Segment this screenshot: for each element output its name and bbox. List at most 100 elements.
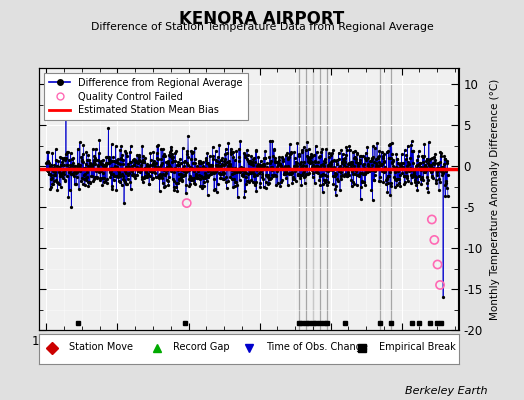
Point bbox=[314, 164, 322, 170]
Point bbox=[296, 160, 304, 167]
Point bbox=[223, 166, 232, 172]
Point bbox=[60, 168, 69, 174]
Point bbox=[415, 166, 423, 172]
Point bbox=[375, 159, 383, 165]
Point bbox=[137, 159, 146, 166]
Point bbox=[353, 151, 362, 157]
Point bbox=[311, 180, 319, 186]
Point bbox=[222, 179, 231, 185]
Point bbox=[247, 169, 255, 176]
Point bbox=[68, 156, 76, 162]
Point bbox=[394, 156, 402, 162]
Point bbox=[281, 152, 290, 158]
Point bbox=[258, 171, 266, 178]
Point bbox=[208, 170, 216, 176]
Point bbox=[192, 172, 200, 179]
Point bbox=[338, 172, 346, 178]
Point bbox=[238, 171, 247, 178]
Point bbox=[199, 159, 208, 165]
Point bbox=[344, 169, 352, 175]
Point bbox=[285, 165, 293, 171]
Point bbox=[279, 171, 288, 177]
Point bbox=[283, 164, 291, 170]
Point bbox=[226, 163, 234, 170]
Point bbox=[111, 172, 119, 179]
Point bbox=[276, 161, 284, 167]
Point bbox=[293, 172, 302, 179]
Point bbox=[387, 155, 396, 161]
Point bbox=[337, 146, 346, 153]
Point bbox=[427, 162, 435, 168]
Point bbox=[254, 154, 263, 160]
Point bbox=[299, 158, 308, 165]
Point bbox=[50, 172, 59, 178]
Point bbox=[301, 180, 309, 186]
Point bbox=[216, 174, 224, 181]
Point bbox=[385, 142, 394, 148]
Point bbox=[42, 160, 51, 167]
Point bbox=[53, 180, 62, 186]
Point bbox=[333, 161, 341, 167]
Point bbox=[299, 162, 307, 169]
Point bbox=[411, 172, 419, 179]
Point bbox=[57, 184, 65, 191]
Point bbox=[89, 158, 97, 165]
Point bbox=[144, 171, 152, 177]
Point bbox=[353, 182, 361, 189]
Point bbox=[80, 172, 88, 178]
Point bbox=[309, 174, 317, 181]
Point bbox=[351, 170, 359, 177]
Point bbox=[117, 143, 125, 149]
Point bbox=[376, 178, 384, 184]
Point bbox=[157, 172, 166, 178]
Point bbox=[425, 156, 434, 163]
Point bbox=[362, 169, 370, 176]
Point bbox=[218, 154, 226, 161]
Point bbox=[234, 158, 243, 164]
Point bbox=[355, 166, 364, 172]
Point bbox=[315, 173, 324, 179]
Point bbox=[343, 147, 351, 154]
Point bbox=[301, 166, 310, 172]
Point bbox=[372, 163, 380, 170]
Point bbox=[282, 170, 291, 176]
Point bbox=[366, 158, 374, 164]
Point bbox=[335, 165, 344, 172]
Point bbox=[144, 163, 152, 169]
Point bbox=[272, 168, 281, 174]
Point bbox=[163, 158, 172, 164]
Point bbox=[130, 156, 138, 162]
Point bbox=[298, 146, 306, 153]
Point bbox=[179, 144, 187, 151]
Point bbox=[81, 182, 89, 188]
Point bbox=[247, 177, 256, 184]
Point bbox=[356, 157, 365, 164]
Point bbox=[417, 167, 425, 173]
Point bbox=[79, 150, 87, 157]
Point bbox=[189, 149, 197, 156]
Point bbox=[163, 160, 172, 166]
Point bbox=[332, 191, 340, 198]
Point bbox=[198, 183, 206, 189]
Point bbox=[409, 171, 417, 178]
Point bbox=[345, 172, 353, 178]
Point bbox=[74, 164, 82, 170]
Point bbox=[61, 178, 69, 185]
Point bbox=[222, 184, 231, 191]
Point bbox=[127, 186, 135, 193]
Point bbox=[167, 147, 176, 153]
Point bbox=[394, 168, 402, 174]
Point bbox=[358, 178, 366, 184]
Point bbox=[320, 158, 328, 164]
Point bbox=[412, 163, 420, 170]
Point bbox=[422, 155, 431, 162]
Point bbox=[329, 181, 337, 187]
Point bbox=[211, 148, 220, 154]
Point bbox=[331, 170, 340, 177]
Point bbox=[121, 148, 129, 154]
Point bbox=[275, 157, 283, 163]
Point bbox=[385, 155, 394, 162]
Point bbox=[307, 153, 315, 160]
Point bbox=[88, 162, 96, 169]
Point bbox=[249, 156, 257, 162]
